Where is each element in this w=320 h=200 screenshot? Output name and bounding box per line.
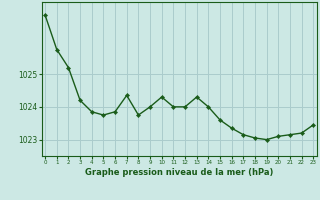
- X-axis label: Graphe pression niveau de la mer (hPa): Graphe pression niveau de la mer (hPa): [85, 168, 273, 177]
